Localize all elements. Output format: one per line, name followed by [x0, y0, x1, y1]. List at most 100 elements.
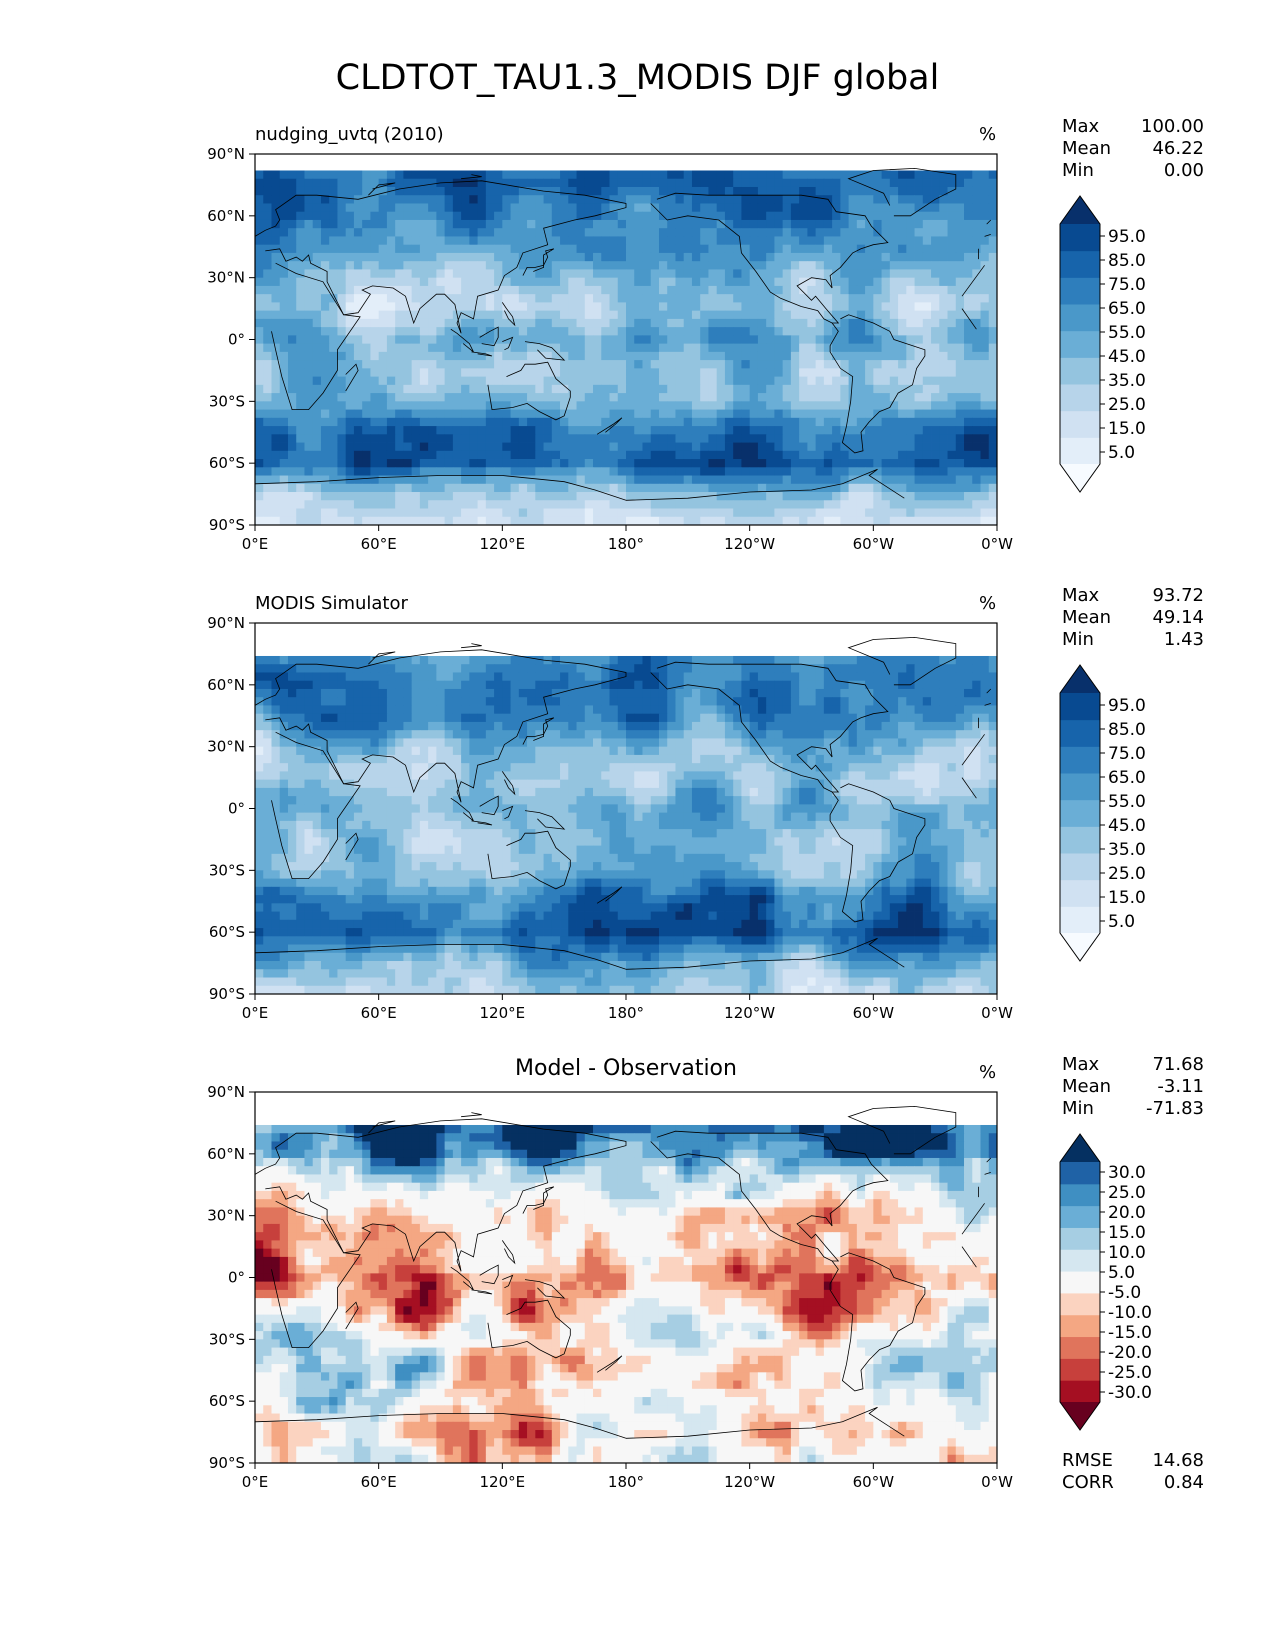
stat-value: 14.68: [1152, 1450, 1204, 1471]
y-tick-label: 90°S: [209, 516, 245, 534]
figure-title: CLDTOT_TAU1.3_MODIS DJF global: [335, 58, 940, 98]
stat-value: 0.84: [1163, 1472, 1204, 1493]
colorbar-tick-label: 65.0: [1108, 768, 1146, 788]
stat-row: Min 1.43: [1062, 629, 1204, 651]
x-tick-label: 60°W: [853, 535, 895, 553]
x-tick-label: 120°E: [480, 1004, 526, 1022]
stat-value: 0.00: [1163, 160, 1204, 181]
x-tick-label: 0°E: [242, 535, 269, 553]
stat-row: Mean -3.11: [1062, 1076, 1204, 1098]
colorbar-tick-label: -15.0: [1108, 1323, 1152, 1343]
colorbar-tick-label: 10.0: [1108, 1243, 1146, 1263]
stat-value: -3.11: [1157, 1076, 1204, 1097]
y-tick-label: 90°S: [209, 985, 245, 1003]
x-tick-label: 180°: [608, 1473, 644, 1491]
y-tick-label: 30°N: [207, 269, 245, 287]
y-tick-label: 60°S: [209, 454, 245, 472]
coastlines-ref: [255, 636, 995, 970]
stat-row: Max 100.00: [1062, 116, 1204, 138]
colorbar-tick-label: 85.0: [1108, 720, 1146, 740]
coastlines-test: [255, 167, 995, 501]
colorbar-tick-label: 35.0: [1108, 371, 1146, 391]
y-tick-label: 60°N: [207, 676, 245, 694]
y-tick-label: 30°N: [207, 1207, 245, 1225]
colorbar-tick-label: 75.0: [1108, 275, 1146, 295]
y-tick-label: 0°: [228, 331, 245, 349]
panel-stats: Max 71.68 Mean -3.11 Min -71.83: [1062, 1054, 1204, 1120]
stat-key: Mean: [1062, 607, 1112, 628]
stat-key: Max: [1062, 585, 1100, 606]
coastlines-diff: [255, 1105, 995, 1439]
stat-row: Max 93.72: [1062, 585, 1204, 607]
x-tick-label: 0°W: [981, 1004, 1013, 1022]
colorbar-tick-label: 25.0: [1108, 1183, 1146, 1203]
colorbar-tick-label: -25.0: [1108, 1363, 1152, 1383]
colorbar-tick-label: 85.0: [1108, 251, 1146, 271]
y-tick-label: 30°N: [207, 738, 245, 756]
panel-diff: 90°N 60°N 30°N 0° 30°S 60°S 90°S0°E 60°E 120°E 18…: [207, 1083, 1152, 1491]
panel-ref: 90°N 60°N 30°N 0° 30°S 60°S 90°S0°E 60°E 120°E 18…: [207, 614, 1146, 1022]
stat-row: CORR 0.84: [1062, 1472, 1204, 1494]
y-tick-label: 60°N: [207, 1145, 245, 1163]
y-tick-label: 30°S: [209, 1330, 245, 1348]
stat-row: Max 71.68: [1062, 1054, 1204, 1076]
stat-key: Min: [1062, 629, 1094, 650]
map-field-ref: [255, 655, 998, 995]
stat-value: 71.68: [1152, 1054, 1204, 1075]
stat-key: Min: [1062, 1098, 1094, 1119]
panel-center-title: Model - Observation: [515, 1056, 737, 1081]
x-tick-label: 180°: [608, 535, 644, 553]
colorbar-tick-label: 15.0: [1108, 419, 1146, 439]
colorbar-tick-label: 45.0: [1108, 347, 1146, 367]
colorbar-tick-label: 65.0: [1108, 299, 1146, 319]
stat-row: RMSE 14.68: [1062, 1450, 1204, 1472]
x-tick-label: 0°E: [242, 1473, 269, 1491]
panel-error-stats: RMSE 14.68 CORR 0.84: [1062, 1450, 1204, 1494]
x-tick-label: 60°E: [361, 535, 397, 553]
stat-key: RMSE: [1062, 1450, 1113, 1471]
map-field-diff: [255, 1124, 998, 1464]
colorbar-tick-label: 15.0: [1108, 1223, 1146, 1243]
x-tick-label: 60°E: [361, 1004, 397, 1022]
x-tick-label: 0°W: [981, 535, 1013, 553]
y-tick-label: 0°: [228, 1269, 245, 1287]
colorbar-tick-label: 5.0: [1108, 443, 1135, 463]
panel-left-title: nudging_uvtq (2010): [255, 124, 444, 145]
panel-left-title: MODIS Simulator: [255, 593, 408, 614]
colorbar-diff: 30.025.020.015.010.05.0-5.0-10.0-15.0-20…: [1059, 1133, 1152, 1431]
stat-key: Max: [1062, 116, 1100, 137]
panel-units: %: [979, 124, 997, 145]
colorbar-tick-label: 25.0: [1108, 864, 1146, 884]
x-tick-label: 0°E: [242, 1004, 269, 1022]
colorbar-tick-label: 35.0: [1108, 840, 1146, 860]
panel-units: %: [979, 593, 997, 614]
x-tick-label: 60°W: [853, 1473, 895, 1491]
y-tick-label: 30°S: [209, 392, 245, 410]
stat-key: Mean: [1062, 138, 1112, 159]
y-tick-label: 90°S: [209, 1454, 245, 1472]
colorbar-tick-label: -10.0: [1108, 1303, 1152, 1323]
colorbar-tick-label: 5.0: [1108, 912, 1135, 932]
stat-key: Mean: [1062, 1076, 1112, 1097]
stat-key: Min: [1062, 160, 1094, 181]
stat-value: 93.72: [1152, 585, 1204, 606]
stat-value: 1.43: [1163, 629, 1204, 650]
colorbar-tick-label: 95.0: [1108, 227, 1146, 247]
x-tick-label: 120°W: [724, 1473, 775, 1491]
colorbar-tick-label: -20.0: [1108, 1343, 1152, 1363]
colorbar-tick-label: 15.0: [1108, 888, 1146, 908]
colorbar-tick-label: 55.0: [1108, 323, 1146, 343]
panel-units: %: [979, 1062, 997, 1083]
x-tick-label: 120°W: [724, 1004, 775, 1022]
colorbar-tick-label: 25.0: [1108, 395, 1146, 415]
stat-value: 46.22: [1152, 138, 1204, 159]
colorbar-tick-label: -30.0: [1108, 1383, 1152, 1403]
colorbar-tick-label: 55.0: [1108, 792, 1146, 812]
y-tick-label: 0°: [228, 800, 245, 818]
colorbar-tick-label: 95.0: [1108, 696, 1146, 716]
colorbar-tick-label: 45.0: [1108, 816, 1146, 836]
x-tick-label: 120°W: [724, 535, 775, 553]
stat-value: 49.14: [1152, 607, 1204, 628]
panel-stats: Max 100.00 Mean 46.22 Min 0.00: [1062, 116, 1204, 182]
